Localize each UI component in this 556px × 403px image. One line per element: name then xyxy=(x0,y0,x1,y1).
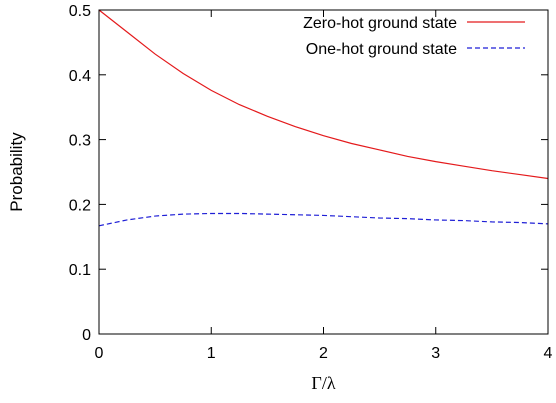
y-tick-label: 0.3 xyxy=(69,133,91,150)
y-tick-label: 0.1 xyxy=(69,262,91,279)
x-tick-label: 0 xyxy=(95,345,104,362)
x-tick-label: 3 xyxy=(431,345,440,362)
legend-label: One-hot ground state xyxy=(306,41,457,58)
y-tick-label: 0.5 xyxy=(69,3,91,20)
y-tick-label: 0.2 xyxy=(69,197,91,214)
series-line-zero-hot xyxy=(98,9,549,180)
y-axis-label: Probability xyxy=(7,132,26,212)
y-tick-label: 0 xyxy=(82,327,91,344)
legend: Zero-hot ground state One-hot ground stat… xyxy=(303,15,525,58)
legend-label: Zero-hot ground state xyxy=(303,15,457,32)
x-axis-label: Γ/λ xyxy=(311,373,335,393)
x-tick-label: 1 xyxy=(207,345,216,362)
series-layer xyxy=(98,9,549,227)
series-line-one-hot xyxy=(98,212,549,227)
y-tick-label: 0.4 xyxy=(69,68,91,85)
plot-frame xyxy=(98,9,549,335)
x-tick-label: 2 xyxy=(319,345,328,362)
x-tick-label: 4 xyxy=(544,345,553,362)
